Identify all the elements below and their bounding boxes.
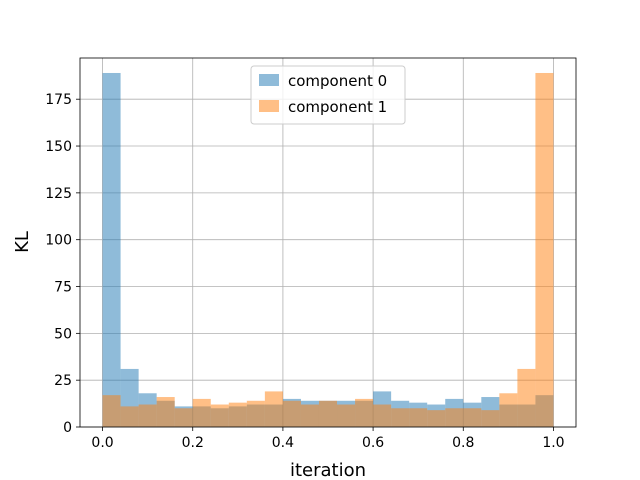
bar-component-1-bin-24 <box>535 72 554 427</box>
bar-component-1-bin-4 <box>174 408 193 427</box>
bar-component-1-bin-6 <box>210 404 229 427</box>
bar-component-1-bin-13 <box>337 404 356 427</box>
y-tick-label: 25 <box>54 373 72 389</box>
bar-component-1-bin-17 <box>409 408 428 427</box>
bar-component-1-bin-0 <box>102 395 121 427</box>
histogram-bars <box>102 72 554 427</box>
legend-frame <box>250 65 406 125</box>
legend: component 0 component 1 <box>250 65 406 125</box>
legend-label-component-0: component 0 <box>288 72 387 90</box>
y-axis-ticks: 0 25 50 75 100 125 150 175 <box>45 92 80 436</box>
y-tick-label: 125 <box>45 186 72 202</box>
x-tick-label: 0.8 <box>452 435 474 451</box>
bar-component-1-bin-20 <box>463 408 482 427</box>
x-axis-label: iteration <box>290 460 366 480</box>
bar-component-1-bin-15 <box>373 404 392 427</box>
bar-component-1-bin-9 <box>264 391 283 427</box>
bar-component-1-bin-5 <box>192 398 211 427</box>
x-tick-label: 0.6 <box>362 435 384 451</box>
x-tick-label: 0.2 <box>182 435 204 451</box>
bar-component-1-bin-23 <box>517 368 536 427</box>
x-tick-label: 0.4 <box>272 435 294 451</box>
legend-label-component-1: component 1 <box>288 98 387 116</box>
bar-component-1-bin-2 <box>138 404 157 427</box>
bar-component-1-bin-3 <box>156 397 175 427</box>
y-axis-label: KL <box>12 231 33 253</box>
y-tick-label: 150 <box>45 139 72 155</box>
bar-component-0-bin-0 <box>102 72 121 427</box>
bar-component-1-bin-22 <box>499 393 518 427</box>
plot-frame <box>79 57 577 428</box>
bar-component-1-bin-8 <box>246 400 265 427</box>
legend-swatch-component-0 <box>259 74 279 86</box>
bar-component-1-bin-10 <box>282 400 301 427</box>
bar-component-1-bin-18 <box>427 410 446 427</box>
legend-swatch-component-1 <box>259 100 279 112</box>
x-tick-label: 0.0 <box>91 435 113 451</box>
bar-component-1-bin-21 <box>481 410 500 427</box>
y-tick-label: 75 <box>54 280 72 296</box>
bar-component-1-bin-1 <box>120 406 139 427</box>
bar-component-1-bin-7 <box>228 402 247 427</box>
y-tick-label: 0 <box>63 420 72 436</box>
bar-component-1-bin-11 <box>300 404 319 427</box>
bar-component-1-bin-14 <box>355 398 374 427</box>
bar-component-1-bin-16 <box>391 408 410 427</box>
x-axis-ticks: 0.0 0.2 0.4 0.6 0.8 1.0 <box>91 427 565 451</box>
y-tick-label: 100 <box>45 233 72 249</box>
y-tick-label: 175 <box>45 92 72 108</box>
y-tick-label: 50 <box>54 326 72 342</box>
bar-component-1-bin-19 <box>445 408 464 427</box>
bar-component-1-bin-12 <box>318 400 338 427</box>
x-tick-label: 1.0 <box>542 435 564 451</box>
